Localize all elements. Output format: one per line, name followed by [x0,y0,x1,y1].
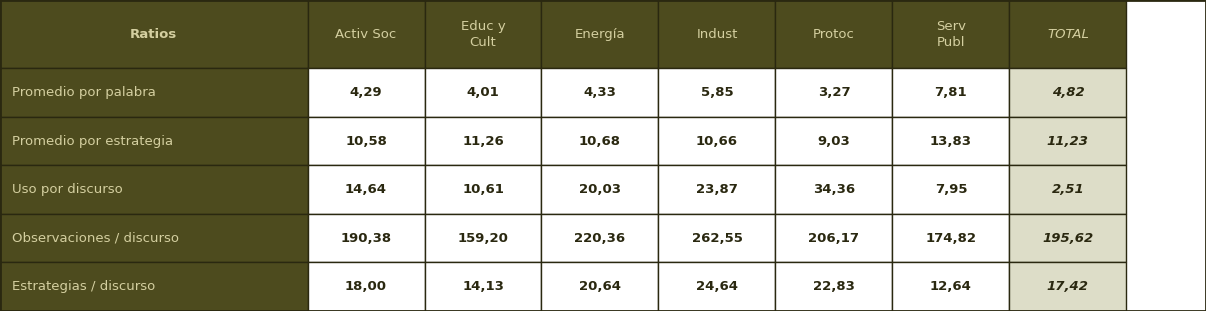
Bar [308,262,425,311]
Bar [1009,165,1126,214]
Text: 195,62: 195,62 [1042,232,1094,245]
Text: 5,85: 5,85 [701,86,733,99]
Text: 4,01: 4,01 [467,86,499,99]
Bar [892,68,1009,117]
Text: 17,42: 17,42 [1047,280,1089,293]
Bar [308,117,425,165]
Bar [0,0,308,68]
Text: 20,64: 20,64 [579,280,621,293]
Text: 10,68: 10,68 [579,135,621,148]
Bar [541,262,658,311]
Text: 13,83: 13,83 [930,135,972,148]
Bar [1009,262,1126,311]
Text: Educ y
Cult: Educ y Cult [461,20,505,49]
Bar [541,0,658,68]
Text: 190,38: 190,38 [340,232,392,245]
Text: 10,66: 10,66 [696,135,738,148]
Text: TOTAL: TOTAL [1047,28,1089,41]
Text: Promedio por estrategia: Promedio por estrategia [12,135,174,148]
Bar [0,262,308,311]
Bar [0,214,308,262]
Bar [0,165,308,214]
Text: 262,55: 262,55 [691,232,743,245]
Bar [658,117,775,165]
Text: 4,82: 4,82 [1052,86,1084,99]
Bar [775,165,892,214]
Text: Indust: Indust [696,28,738,41]
Bar [425,117,541,165]
Bar [0,68,308,117]
Text: 220,36: 220,36 [574,232,626,245]
Bar [541,214,658,262]
Text: 14,13: 14,13 [462,280,504,293]
Bar [892,117,1009,165]
Text: 20,03: 20,03 [579,183,621,196]
Bar [892,0,1009,68]
Text: 4,29: 4,29 [350,86,382,99]
Bar [658,165,775,214]
Bar [541,165,658,214]
Text: Protoc: Protoc [813,28,855,41]
Text: 10,58: 10,58 [345,135,387,148]
Text: Observaciones / discurso: Observaciones / discurso [12,232,178,245]
Text: 206,17: 206,17 [808,232,860,245]
Text: Promedio por palabra: Promedio por palabra [12,86,156,99]
Text: 11,23: 11,23 [1047,135,1089,148]
Bar [1009,0,1126,68]
Bar [425,262,541,311]
Text: 9,03: 9,03 [818,135,850,148]
Text: 10,61: 10,61 [462,183,504,196]
Text: 3,27: 3,27 [818,86,850,99]
Bar [775,68,892,117]
Bar [892,214,1009,262]
Text: 18,00: 18,00 [345,280,387,293]
Bar [541,68,658,117]
Bar [308,214,425,262]
Bar [775,117,892,165]
Bar [308,68,425,117]
Bar [892,262,1009,311]
Text: 7,95: 7,95 [935,183,967,196]
Bar [658,0,775,68]
Text: Activ Soc: Activ Soc [335,28,397,41]
Bar [425,0,541,68]
Bar [308,165,425,214]
Text: 22,83: 22,83 [813,280,855,293]
Bar [775,262,892,311]
Text: Ratios: Ratios [130,28,177,41]
Bar [658,68,775,117]
Bar [1009,117,1126,165]
Text: Uso por discurso: Uso por discurso [12,183,123,196]
Text: 24,64: 24,64 [696,280,738,293]
Bar [0,117,308,165]
Text: 34,36: 34,36 [813,183,855,196]
Text: 4,33: 4,33 [584,86,616,99]
Bar [775,214,892,262]
Bar [541,117,658,165]
Text: Energía: Energía [575,28,625,41]
Bar [425,165,541,214]
Text: 23,87: 23,87 [696,183,738,196]
Bar [1009,68,1126,117]
Text: 11,26: 11,26 [462,135,504,148]
Text: 7,81: 7,81 [935,86,967,99]
Bar [425,214,541,262]
Text: Estrategias / discurso: Estrategias / discurso [12,280,156,293]
Bar [308,0,425,68]
Bar [658,262,775,311]
Bar [658,214,775,262]
Text: 159,20: 159,20 [457,232,509,245]
Bar [892,165,1009,214]
Text: 14,64: 14,64 [345,183,387,196]
Text: 174,82: 174,82 [925,232,977,245]
Bar [775,0,892,68]
Bar [425,68,541,117]
Bar [1009,214,1126,262]
Text: 2,51: 2,51 [1052,183,1084,196]
Text: 12,64: 12,64 [930,280,972,293]
Text: Serv
Publ: Serv Publ [936,20,966,49]
